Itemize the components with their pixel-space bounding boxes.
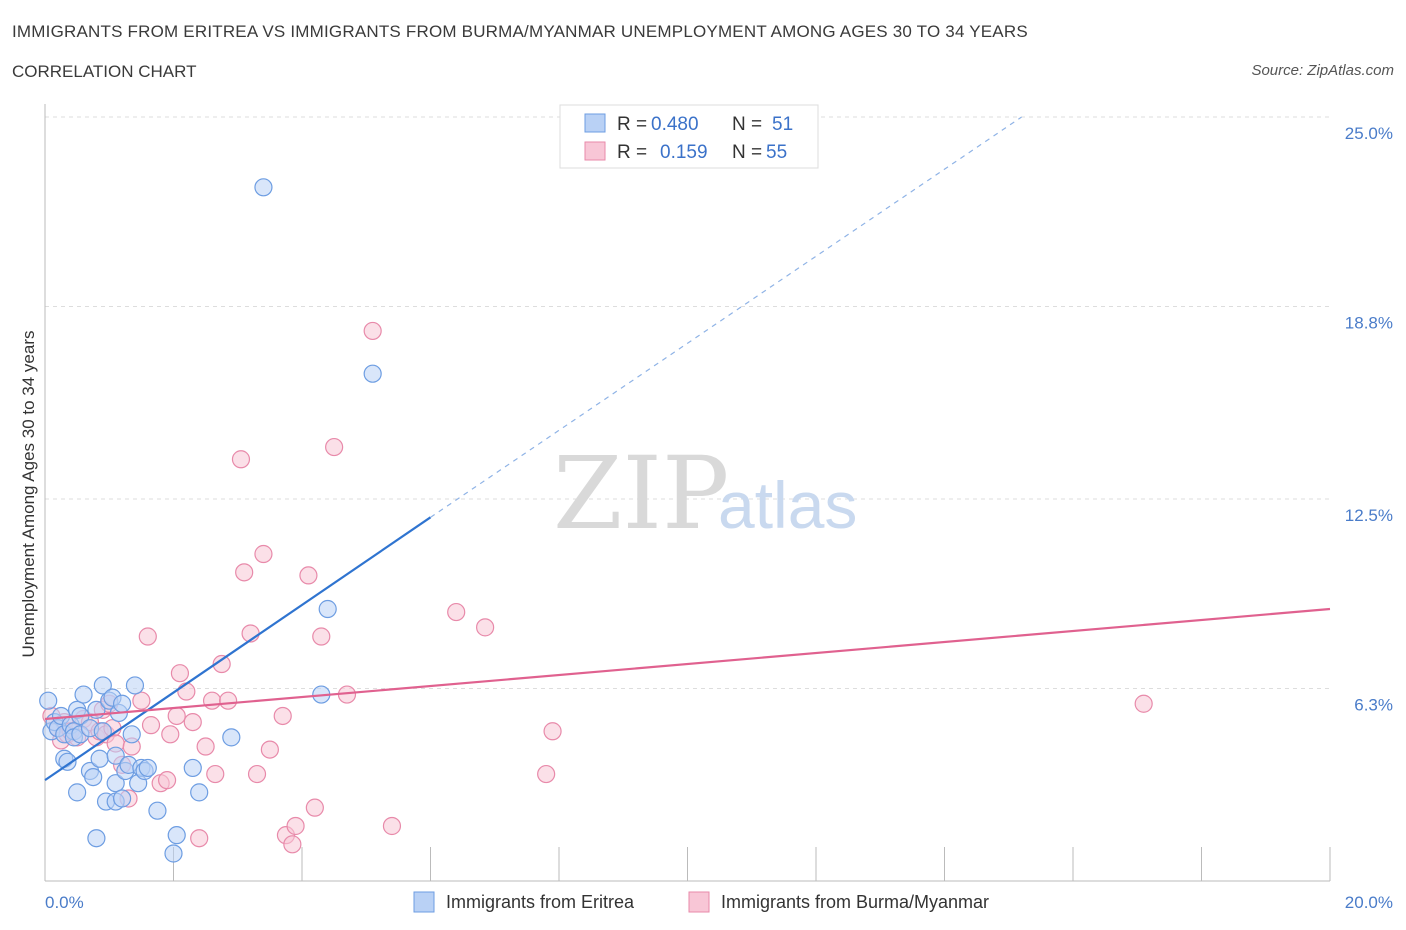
point-eritrea <box>148 801 167 820</box>
legend-n-value-burma: 55 <box>766 142 787 163</box>
point-burma <box>312 627 331 646</box>
x-tick-label: 20.0% <box>1345 893 1393 912</box>
y-tick-labels: 6.3% 12.5% 18.8% 25.0% <box>1345 124 1393 714</box>
point-burma <box>247 764 267 784</box>
point-burma <box>382 816 402 836</box>
x-tick-labels: 0.0% 20.0% <box>45 893 1393 912</box>
point-burma <box>196 737 215 756</box>
trendline-eritrea-extension <box>430 116 1022 518</box>
point-eritrea <box>39 691 58 710</box>
point-burma <box>177 682 196 701</box>
point-burma <box>138 627 157 646</box>
point-burma <box>476 618 495 637</box>
trendline-burma <box>44 607 1331 721</box>
point-eritrea <box>87 829 106 848</box>
legend-n-label-eritrea: N = <box>732 114 762 135</box>
legend-n-label-burma: N = <box>732 142 762 163</box>
point-eritrea <box>106 746 125 765</box>
point-burma <box>325 437 344 457</box>
point-burma <box>212 654 231 674</box>
point-burma <box>206 764 225 784</box>
point-burma <box>170 664 190 683</box>
x-ticks <box>44 847 1331 881</box>
point-burma <box>132 691 151 710</box>
watermark-zip: ZIP <box>553 435 729 552</box>
point-eritrea <box>363 364 382 383</box>
point-eritrea <box>93 676 112 695</box>
trend-lines <box>44 116 1331 782</box>
point-burma <box>219 691 238 710</box>
point-eritrea <box>74 685 93 704</box>
point-burma <box>1134 694 1153 713</box>
point-eritrea <box>112 694 132 713</box>
point-burma <box>305 798 324 817</box>
point-eritrea <box>318 599 337 619</box>
source-label: Source: ZipAtlas.com <box>1251 62 1394 79</box>
point-eritrea <box>190 783 209 802</box>
point-eritrea <box>167 826 186 845</box>
point-burma <box>283 835 302 854</box>
point-eritrea <box>112 789 132 808</box>
y-tick-label: 25.0% <box>1345 124 1393 143</box>
bottom-legend: Immigrants from Eritrea Immigrants from … <box>413 891 989 913</box>
y-tick-label: 6.3% <box>1354 695 1393 714</box>
point-eritrea <box>138 758 157 778</box>
point-eritrea <box>84 767 103 787</box>
point-eritrea <box>164 844 183 863</box>
legend-swatch-eritrea <box>584 113 606 133</box>
point-eritrea <box>58 752 77 771</box>
legend-n-value-eritrea: 51 <box>772 114 793 135</box>
point-burma <box>183 712 202 732</box>
legend-swatch-burma <box>584 141 606 161</box>
point-eritrea <box>125 676 145 695</box>
point-burma <box>254 544 273 564</box>
legend-r-label-eritrea: R = <box>617 114 647 135</box>
point-burma <box>190 829 209 848</box>
point-burma <box>235 563 254 582</box>
watermark: ZIP atlas <box>553 435 857 552</box>
chart-subtitle: CORRELATION CHART <box>12 62 197 81</box>
point-burma <box>231 450 251 469</box>
bottom-legend-label-burma: Immigrants from Burma/Myanmar <box>721 892 989 912</box>
x-tick-label: 0.0% <box>45 893 84 912</box>
grid-lines <box>45 116 1330 689</box>
point-burma <box>273 706 292 726</box>
point-eritrea <box>254 178 273 197</box>
point-burma <box>260 740 279 759</box>
legend-r-label-burma: R = <box>617 142 647 163</box>
point-eritrea <box>106 774 125 793</box>
point-burma <box>537 764 556 784</box>
point-eritrea <box>183 758 202 778</box>
point-burma <box>167 706 186 726</box>
bottom-legend-label-eritrea: Immigrants from Eritrea <box>446 892 635 912</box>
point-burma <box>202 691 222 710</box>
point-burma <box>286 816 305 836</box>
y-axis-label: Unemployment Among Ages 30 to 34 years <box>19 331 38 658</box>
point-eritrea <box>222 728 241 747</box>
trendline-eritrea <box>44 516 432 782</box>
point-burma <box>161 725 180 744</box>
point-burma <box>543 722 562 741</box>
bottom-legend-swatch-eritrea <box>413 891 435 913</box>
watermark-atlas: atlas <box>718 468 857 542</box>
y-tick-label: 12.5% <box>1345 506 1393 525</box>
point-burma <box>141 716 161 735</box>
legend-r-value-burma: 0.159 <box>660 142 708 163</box>
chart-title: IMMIGRANTS FROM ERITREA VS IMMIGRANTS FR… <box>12 22 1028 41</box>
series-burma-points <box>42 321 1153 854</box>
y-tick-label: 18.8% <box>1345 313 1393 332</box>
point-burma <box>363 321 382 341</box>
point-burma <box>447 602 466 622</box>
point-burma <box>157 771 177 790</box>
point-eritrea <box>122 725 141 744</box>
legend-r-value-eritrea: 0.480 <box>651 114 699 135</box>
top-legend: R = 0.480 N = 51 R = 0.159 N = 55 <box>559 104 819 169</box>
series-eritrea-points <box>39 178 382 863</box>
point-eritrea <box>68 783 87 802</box>
point-eritrea <box>90 749 109 768</box>
bottom-legend-swatch-burma <box>688 891 710 913</box>
point-burma <box>299 566 318 585</box>
